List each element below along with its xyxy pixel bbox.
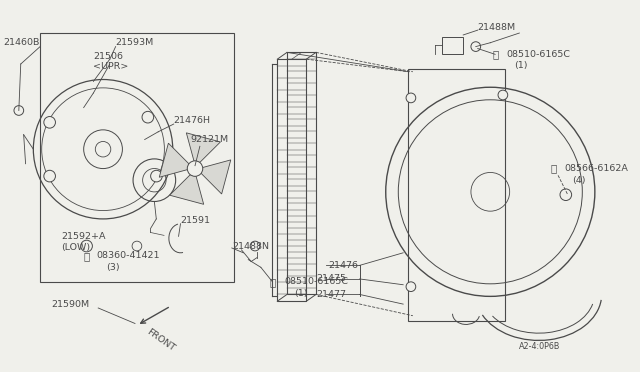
Text: (3): (3) [106,263,120,272]
Text: A2-4:0P6B: A2-4:0P6B [519,342,561,351]
Text: 21591: 21591 [180,217,211,225]
Bar [442,37,463,54]
Circle shape [406,93,416,103]
Circle shape [44,170,56,182]
Bar [40,33,234,282]
Polygon shape [186,133,220,163]
Circle shape [188,161,203,176]
Text: 21590M: 21590M [52,299,90,309]
Text: (4): (4) [573,176,586,185]
Text: Ⓢ: Ⓢ [83,251,90,261]
Text: 21488M: 21488M [477,23,516,32]
Text: 21475: 21475 [316,275,346,283]
Circle shape [560,189,572,201]
Circle shape [406,282,416,292]
Text: 21593M: 21593M [116,38,154,47]
Text: FRONT: FRONT [145,327,176,353]
Text: 92121M: 92121M [190,135,228,144]
Circle shape [142,111,154,123]
Circle shape [132,241,142,251]
Text: 21477: 21477 [316,290,346,299]
Text: 08566-6162A: 08566-6162A [565,164,628,173]
Text: 08510-6165C: 08510-6165C [507,50,571,59]
Polygon shape [170,175,204,204]
Circle shape [81,240,92,252]
Text: 21506: 21506 [93,52,124,61]
Text: Ⓢ: Ⓢ [269,277,276,287]
Circle shape [498,90,508,100]
Text: (1): (1) [294,289,307,298]
Text: 21460B: 21460B [3,38,40,47]
Text: 21476: 21476 [328,261,358,270]
Circle shape [150,170,163,182]
Circle shape [471,42,481,51]
Text: Ⓢ: Ⓢ [550,164,556,174]
Circle shape [250,241,260,251]
Circle shape [44,116,56,128]
Circle shape [14,106,24,115]
Text: 21488N: 21488N [232,241,269,250]
Text: Ⓢ: Ⓢ [492,49,499,59]
Bar [408,69,505,321]
Text: (1): (1) [515,61,528,70]
Polygon shape [201,160,231,194]
Text: (LOW): (LOW) [61,243,90,253]
Text: 21476H: 21476H [173,116,211,125]
Text: <UPR>: <UPR> [93,62,129,71]
Text: 08510-6165C: 08510-6165C [284,278,348,286]
Polygon shape [159,143,189,177]
Text: 21592+A: 21592+A [61,232,106,241]
Text: 08360-41421: 08360-41421 [96,251,160,260]
